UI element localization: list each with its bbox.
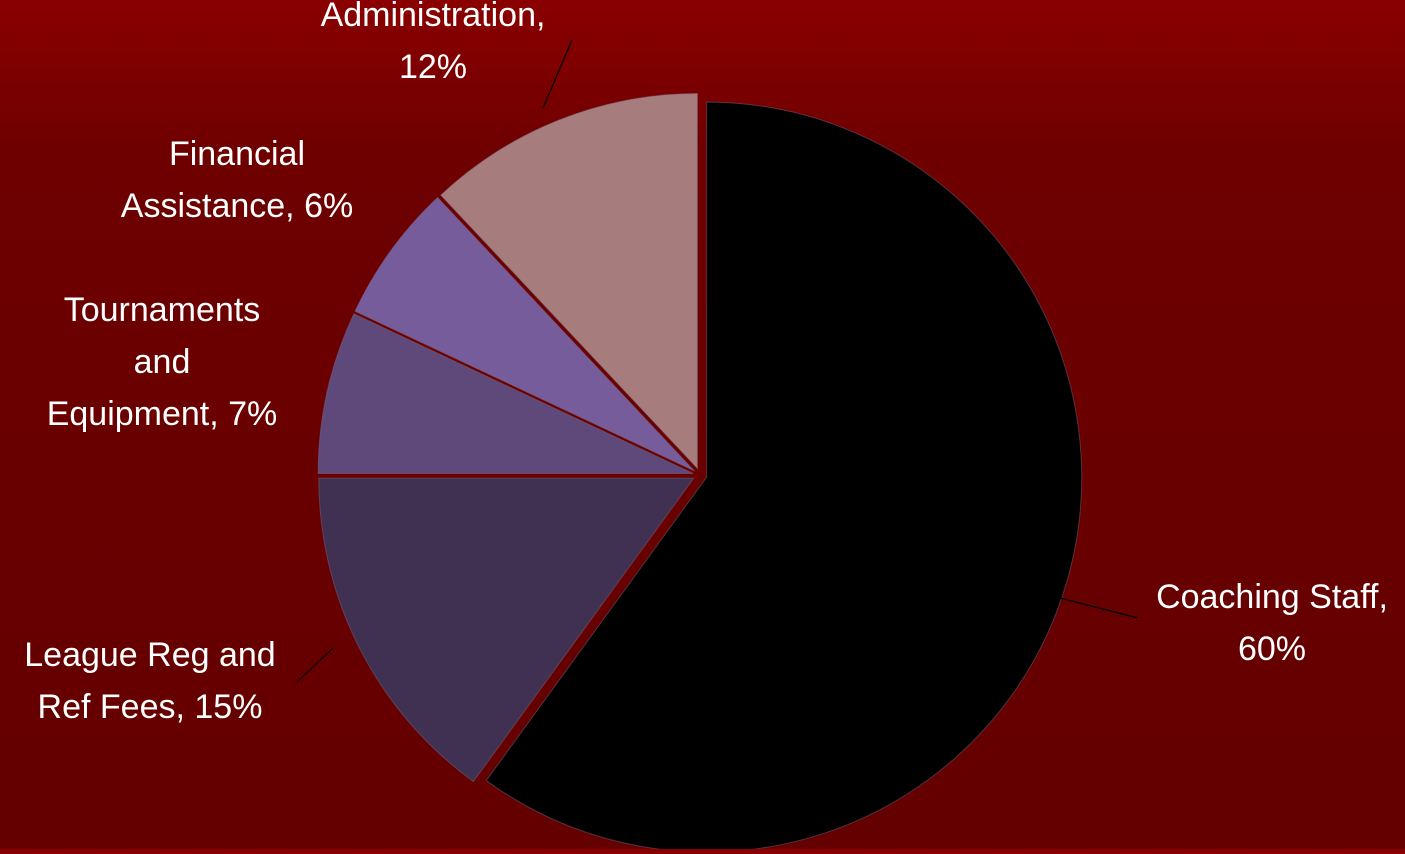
leader-line-administration (542, 39, 573, 109)
data-label-league-reg-ref-fees: League Reg and Ref Fees, 15% (24, 636, 275, 726)
data-label-line: and (134, 343, 191, 381)
slices-layer (317, 92, 1083, 853)
data-label-line: Ref Fees, 15% (38, 688, 263, 726)
data-label-financial-assistance: Financial Assistance, 6% (121, 135, 353, 225)
pie-slice-administration (440, 92, 698, 470)
data-label-line: 12% (399, 48, 467, 86)
leader-line-coaching-staff (1059, 597, 1139, 619)
data-label-tournaments-equipment: Tournaments and Equipment, 7% (47, 291, 278, 433)
data-label-line: Financial (169, 135, 305, 173)
leader-line-league-reg-ref-fees (296, 647, 334, 683)
data-label-line: League Reg and (24, 636, 275, 674)
data-label-coaching-staff: Coaching Staff, 60% (1156, 578, 1388, 668)
data-labels-layer: Coaching Staff, 60% League Reg and Ref Fees… (24, 0, 1388, 726)
data-label-line: 60% (1238, 630, 1306, 668)
pie-slice-league-reg-ref-fees (318, 477, 695, 783)
data-label-line: Administration, (321, 0, 546, 34)
pie-slice-tournaments-equipment (317, 313, 694, 474)
data-label-administration: Administration, 12% (321, 0, 546, 86)
pie-slice-financial-assistance (354, 196, 695, 472)
leader-lines-layer (296, 39, 1139, 683)
data-label-line: Assistance, 6% (121, 187, 353, 225)
data-label-line: Tournaments (64, 291, 261, 329)
data-label-line: Equipment, 7% (47, 395, 278, 433)
data-label-line: Coaching Staff, (1156, 578, 1388, 616)
